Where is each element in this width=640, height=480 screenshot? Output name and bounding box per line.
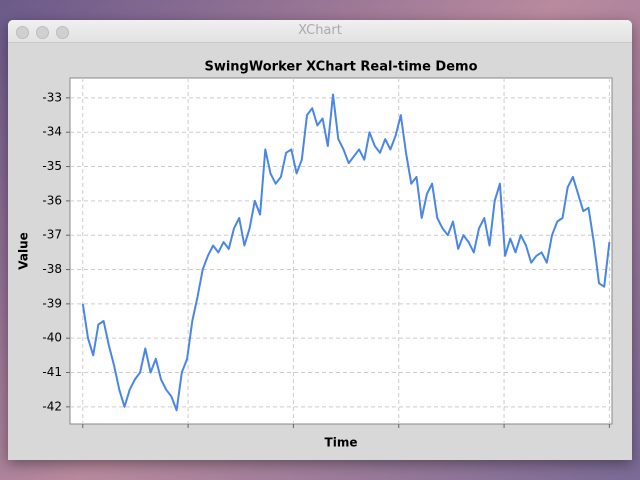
y-tick-label: -39 (42, 296, 62, 310)
zoom-button[interactable] (56, 26, 69, 39)
y-tick-label: -36 (42, 193, 62, 207)
y-tick-label: -42 (42, 399, 62, 413)
close-button[interactable] (16, 26, 29, 39)
window: XChart SwingWorker XChart Real-time Demo… (8, 20, 632, 460)
chart-title: SwingWorker XChart Real-time Demo (204, 60, 477, 75)
plot-area (69, 77, 613, 425)
line-series (81, 93, 611, 412)
y-tick-label: -38 (42, 262, 62, 276)
x-axis-title: Time (325, 436, 358, 450)
y-tick-label: -41 (42, 365, 62, 379)
y-tick-label: -37 (42, 228, 62, 242)
window-title: XChart (298, 23, 342, 38)
chart: SwingWorker XChart Real-time Demo Time V… (17, 60, 613, 450)
y-tick-label: -35 (42, 159, 62, 173)
y-tick-label: -33 (42, 90, 62, 104)
title-bar: XChart (8, 20, 632, 43)
y-axis-title: Value (17, 232, 31, 270)
y-tick-label: -40 (42, 331, 62, 345)
y-tick-label: -34 (42, 125, 62, 139)
minimize-button[interactable] (36, 26, 49, 39)
